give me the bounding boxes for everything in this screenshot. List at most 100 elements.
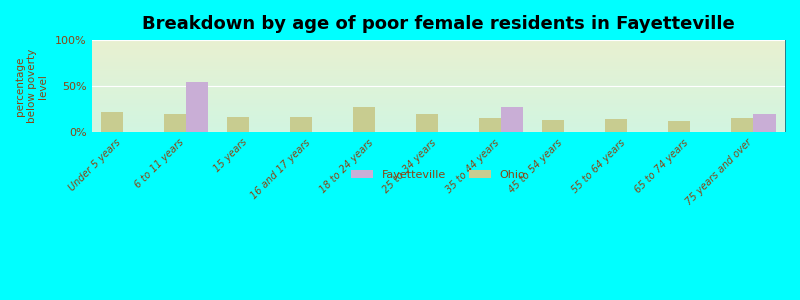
- Bar: [92, 48, 785, 49]
- Bar: [754, 114, 775, 132]
- Bar: [731, 118, 754, 132]
- Bar: [92, 81, 785, 82]
- Bar: [92, 76, 785, 77]
- Bar: [92, 95, 785, 96]
- Bar: [92, 83, 785, 84]
- Bar: [92, 41, 785, 42]
- Bar: [92, 53, 785, 54]
- Bar: [101, 112, 123, 132]
- Bar: [92, 74, 785, 75]
- Bar: [92, 78, 785, 79]
- Bar: [92, 40, 785, 41]
- Bar: [92, 61, 785, 62]
- Bar: [92, 54, 785, 55]
- Bar: [92, 89, 785, 90]
- Bar: [92, 52, 785, 53]
- Bar: [92, 75, 785, 76]
- Bar: [92, 116, 785, 117]
- Bar: [227, 117, 250, 132]
- Bar: [92, 68, 785, 69]
- Bar: [92, 91, 785, 92]
- Bar: [92, 111, 785, 112]
- Bar: [92, 47, 785, 48]
- Bar: [92, 82, 785, 83]
- Bar: [92, 42, 785, 43]
- Bar: [92, 99, 785, 100]
- Bar: [92, 125, 785, 126]
- Bar: [92, 120, 785, 121]
- Bar: [606, 119, 627, 132]
- Bar: [92, 73, 785, 74]
- Bar: [92, 43, 785, 44]
- Bar: [92, 121, 785, 122]
- Bar: [92, 101, 785, 102]
- Legend: Fayetteville, Ohio: Fayetteville, Ohio: [346, 165, 530, 184]
- Bar: [668, 121, 690, 132]
- Bar: [92, 80, 785, 81]
- Bar: [92, 128, 785, 129]
- Bar: [92, 60, 785, 61]
- Bar: [542, 120, 564, 132]
- Bar: [479, 118, 502, 132]
- Bar: [92, 122, 785, 123]
- Bar: [92, 87, 785, 88]
- Bar: [92, 50, 785, 51]
- Bar: [92, 49, 785, 50]
- Bar: [354, 107, 375, 132]
- Bar: [92, 67, 785, 68]
- Bar: [92, 129, 785, 130]
- Bar: [416, 114, 438, 132]
- Bar: [92, 72, 785, 73]
- Bar: [92, 88, 785, 89]
- Bar: [92, 124, 785, 125]
- Bar: [92, 94, 785, 95]
- Bar: [92, 130, 785, 131]
- Bar: [92, 114, 785, 115]
- Bar: [92, 71, 785, 72]
- Y-axis label: percentage
below poverty
level: percentage below poverty level: [15, 49, 48, 123]
- Bar: [92, 109, 785, 110]
- Bar: [92, 92, 785, 93]
- Bar: [92, 46, 785, 47]
- Bar: [92, 96, 785, 97]
- Bar: [186, 82, 208, 132]
- Bar: [92, 90, 785, 91]
- Bar: [92, 105, 785, 106]
- Bar: [92, 45, 785, 46]
- Bar: [92, 123, 785, 124]
- Title: Breakdown by age of poor female residents in Fayetteville: Breakdown by age of poor female resident…: [142, 15, 734, 33]
- Bar: [92, 97, 785, 98]
- Bar: [92, 93, 785, 94]
- Bar: [92, 58, 785, 59]
- Bar: [92, 62, 785, 63]
- Bar: [92, 126, 785, 127]
- Bar: [164, 114, 186, 132]
- Bar: [92, 79, 785, 80]
- Bar: [92, 100, 785, 101]
- Bar: [92, 108, 785, 109]
- Bar: [92, 131, 785, 132]
- Bar: [92, 106, 785, 107]
- Bar: [502, 107, 523, 132]
- Bar: [92, 119, 785, 120]
- Bar: [92, 57, 785, 58]
- Bar: [92, 63, 785, 64]
- Bar: [290, 117, 312, 132]
- Bar: [92, 86, 785, 87]
- Bar: [92, 77, 785, 78]
- Bar: [92, 56, 785, 57]
- Bar: [92, 118, 785, 119]
- Bar: [92, 117, 785, 118]
- Bar: [92, 64, 785, 65]
- Bar: [92, 65, 785, 66]
- Bar: [92, 104, 785, 105]
- Bar: [92, 102, 785, 103]
- Bar: [92, 51, 785, 52]
- Bar: [92, 103, 785, 104]
- Bar: [92, 66, 785, 67]
- Bar: [92, 84, 785, 85]
- Bar: [92, 61, 785, 62]
- Bar: [92, 69, 785, 70]
- Bar: [92, 85, 785, 86]
- Bar: [92, 127, 785, 128]
